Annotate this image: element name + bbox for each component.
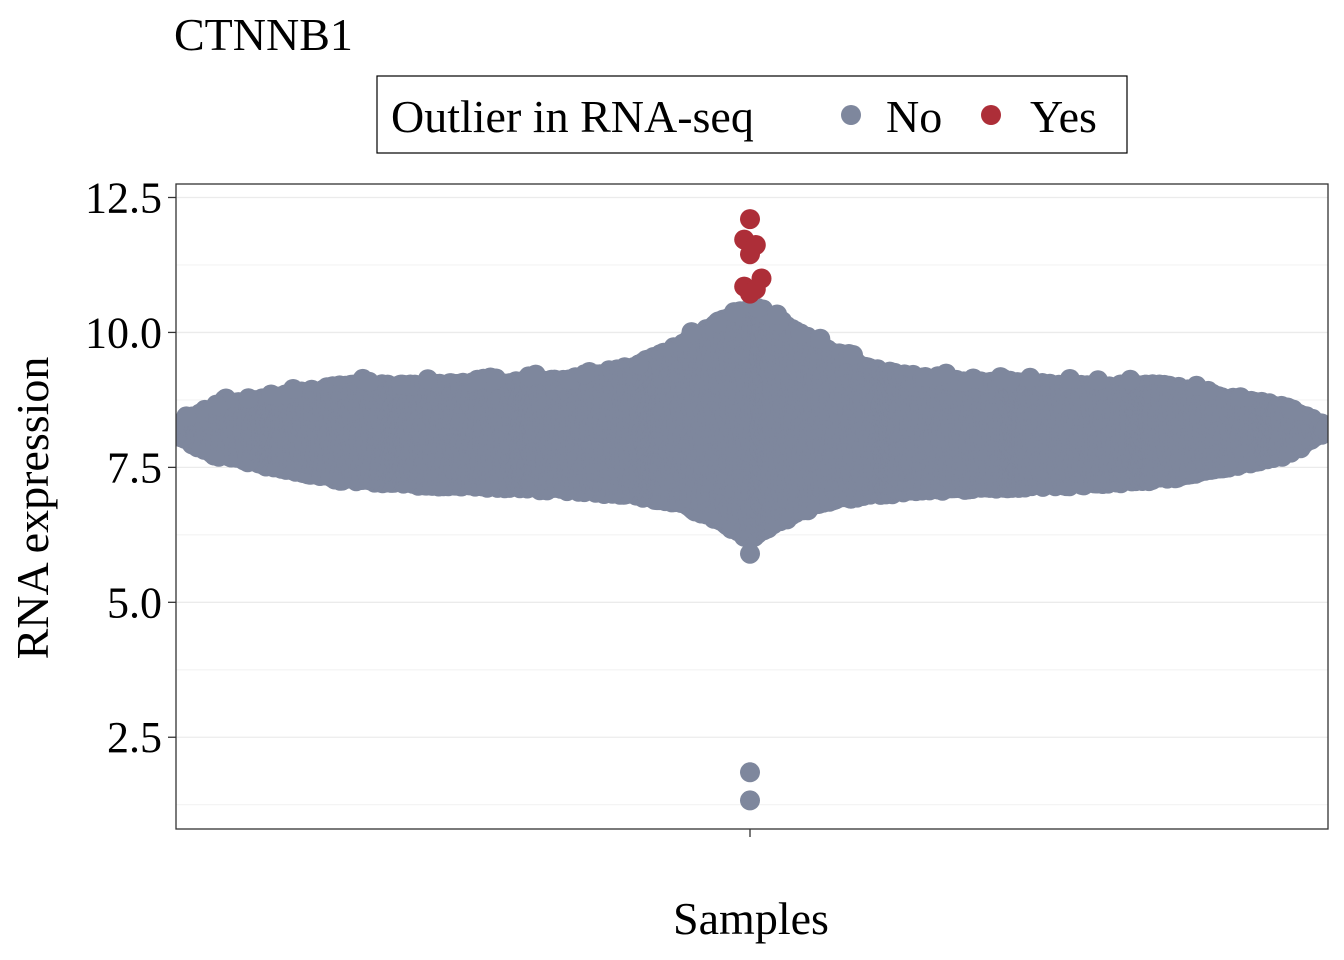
legend-marker-yes xyxy=(981,105,1001,125)
chart-title: CTNNB1 xyxy=(174,9,353,60)
legend-marker-no xyxy=(841,105,861,125)
y-tick-label: 12.5 xyxy=(85,173,162,222)
legend-label-no: No xyxy=(886,91,942,142)
data-points xyxy=(176,209,1328,811)
y-tick-label: 2.5 xyxy=(107,713,162,762)
legend-label-yes: Yes xyxy=(1030,91,1097,142)
y-tick-label: 7.5 xyxy=(107,443,162,492)
legend: Outlier in RNA-seq No Yes xyxy=(376,75,1128,154)
legend-box xyxy=(376,75,1128,154)
y-tick-label: 10.0 xyxy=(85,308,162,357)
y-axis: 2.5 5.0 7.5 10.0 12.5 xyxy=(85,173,176,762)
y-tick-label: 5.0 xyxy=(107,578,162,627)
legend-title: Outlier in RNA-seq xyxy=(391,91,754,142)
